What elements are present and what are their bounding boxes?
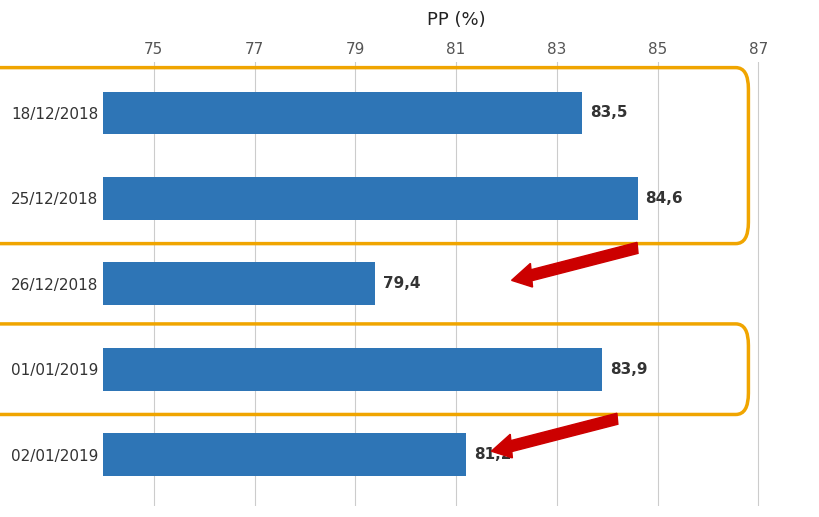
Text: 84,6: 84,6 — [645, 191, 682, 206]
FancyArrow shape — [491, 413, 618, 458]
Text: 81,2: 81,2 — [473, 447, 510, 462]
Bar — [103, 263, 375, 305]
Text: 83,9: 83,9 — [609, 362, 646, 377]
FancyArrow shape — [511, 242, 637, 287]
Bar — [103, 92, 581, 134]
Text: 83,5: 83,5 — [589, 105, 627, 120]
Title: PP (%): PP (%) — [426, 11, 485, 29]
Bar — [103, 348, 601, 390]
Bar — [103, 433, 466, 476]
Text: 79,4: 79,4 — [382, 276, 420, 291]
Bar — [103, 177, 636, 220]
